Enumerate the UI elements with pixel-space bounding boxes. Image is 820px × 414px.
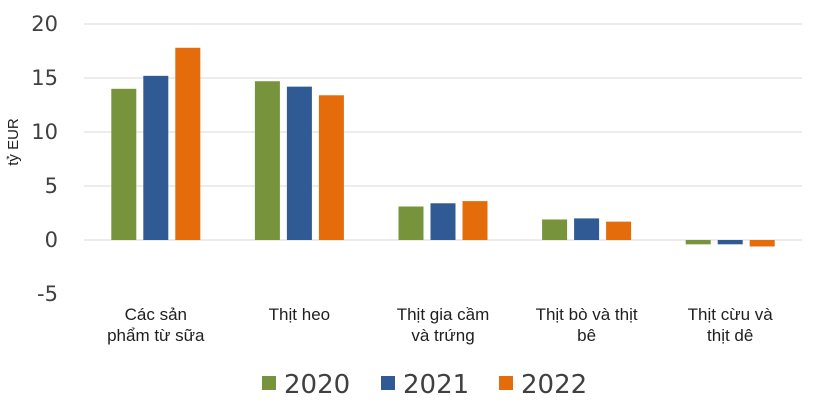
bar-2020-0 [111, 88, 137, 240]
category-label-line: Thịt gia cầm [397, 305, 490, 324]
bar-2020-4 [685, 240, 711, 245]
bar-2020-2 [398, 206, 424, 240]
category-label-line: Các sản [125, 305, 187, 324]
y-tick-label: 0 [45, 228, 58, 252]
y-tick-label: -5 [37, 282, 58, 306]
category-label: Thịt gia cầm và trứng [397, 305, 490, 345]
category-label: Thịt cừu và thịt dê [688, 305, 774, 345]
legend-swatch-2020 [262, 376, 276, 390]
bar-2022-0 [175, 47, 201, 241]
bar-2022-3 [606, 221, 632, 240]
category-label-line: bê [577, 326, 596, 345]
bar-2022-1 [318, 95, 344, 240]
legend-swatch-2022 [499, 376, 513, 390]
y-tick-label: 20 [31, 12, 58, 36]
legend-label-2021: 2021 [403, 370, 469, 400]
category-label: Thịt heo [269, 305, 330, 324]
bars [111, 47, 775, 247]
category-label-line: Thịt bò và thịt [536, 305, 638, 324]
legend-label-2022: 2022 [521, 370, 587, 400]
category-label: Các sản phẩm từ sữa [107, 305, 205, 345]
bar-2020-3 [542, 219, 568, 240]
legend: 2020 2021 2022 [262, 370, 587, 400]
legend-swatch-2021 [381, 376, 395, 390]
category-label-line: phẩm từ sữa [107, 326, 205, 345]
y-axis-title: tỷ EUR [5, 118, 22, 166]
category-label-line: và trứng [411, 326, 474, 345]
category-labels: Các sản phẩm từ sữa Thịt heo Thịt gia cầm và… [107, 305, 773, 345]
y-tick-label: 5 [45, 174, 58, 198]
bar-2021-1 [286, 86, 312, 240]
bar-2021-0 [143, 75, 169, 240]
bar-2020-1 [254, 81, 280, 241]
category-label: Thịt bò và thịt bê [536, 305, 638, 345]
y-tick-label: 15 [31, 66, 58, 90]
bar-2021-3 [574, 218, 600, 240]
category-label-line: thịt dê [707, 326, 753, 345]
category-label-line: Thịt heo [269, 305, 330, 324]
y-tick-labels: 20 15 10 5 0 -5 [31, 12, 58, 306]
bar-2021-4 [717, 240, 743, 245]
y-tick-label: 10 [31, 120, 58, 144]
category-label-line: Thịt cừu và [688, 305, 774, 324]
bar-2021-2 [430, 203, 456, 240]
bar-2022-4 [749, 240, 775, 247]
bar-2022-2 [462, 201, 488, 240]
legend-label-2020: 2020 [284, 370, 350, 400]
